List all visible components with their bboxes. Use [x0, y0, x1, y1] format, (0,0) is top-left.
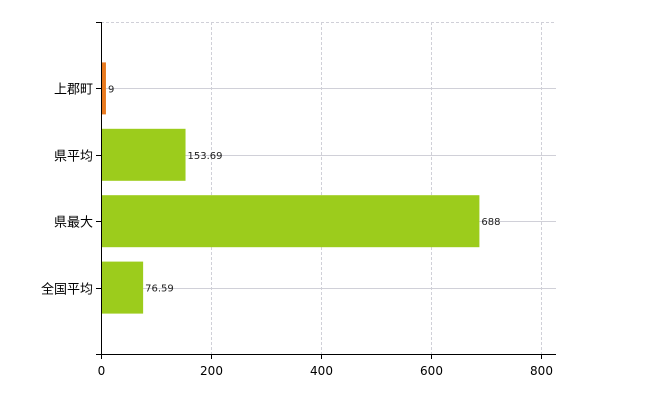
x-tick-label: 600 [420, 364, 443, 378]
y-tick-label: 上郡町 [54, 83, 93, 98]
bar-0 [101, 62, 106, 115]
bar-2 [101, 195, 480, 248]
data-label: 9 [108, 84, 114, 95]
x-tick-label: 0 [98, 364, 106, 378]
data-label: 153.69 [188, 151, 223, 162]
x-tick-label: 400 [310, 364, 333, 378]
data-label: 688 [481, 217, 500, 228]
bar-3 [101, 261, 144, 314]
x-tick-label: 200 [200, 364, 223, 378]
y-tick-label: 県最大 [54, 216, 93, 231]
x-tick-label: 800 [530, 364, 553, 378]
y-tick-label: 県平均 [54, 150, 93, 165]
y-tick-label: 全国平均 [41, 282, 93, 298]
bar-1 [101, 128, 186, 181]
data-label: 76.59 [145, 284, 174, 295]
